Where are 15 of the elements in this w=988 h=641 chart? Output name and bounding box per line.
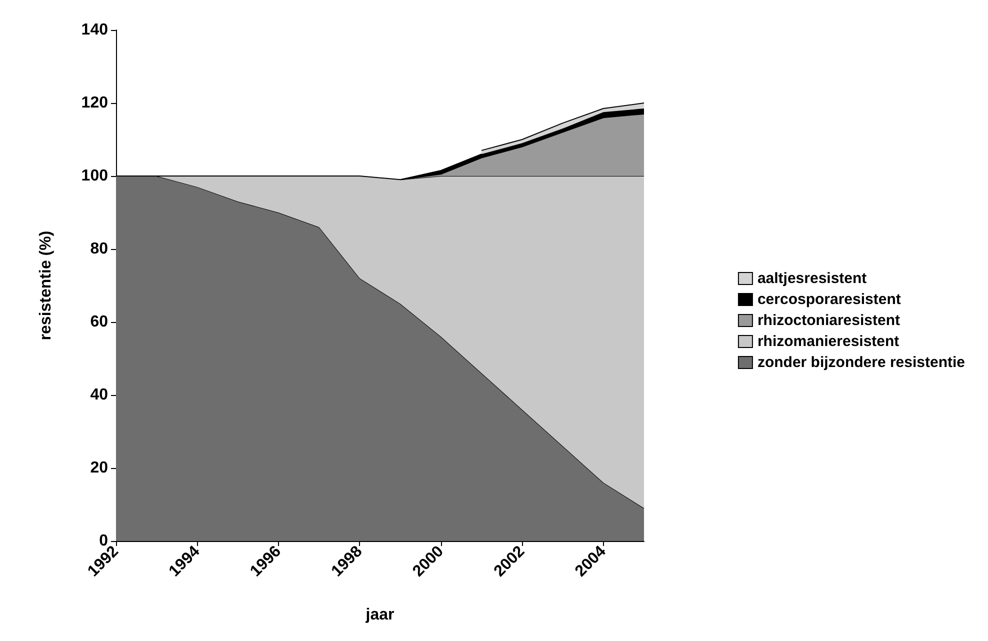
x-axis-title: jaar xyxy=(364,606,394,624)
legend-label: zonder bijzondere resistentie xyxy=(757,354,965,371)
y-tick-label: 100 xyxy=(81,168,108,184)
y-tick-label: 20 xyxy=(90,460,108,476)
legend-label: rhizoctoniaresistent xyxy=(757,312,900,329)
y-tick-label: 80 xyxy=(90,240,108,258)
y-tick-label: 140 xyxy=(81,22,108,38)
legend-label: aaltjesresistent xyxy=(757,270,867,287)
legend-label: cercosporaresistent xyxy=(757,291,901,308)
y-axis-title: resistentie (%) xyxy=(38,230,54,340)
y-tick-label: 60 xyxy=(90,314,108,330)
y-tick-label: 40 xyxy=(90,386,108,404)
y-tick-label: 120 xyxy=(81,94,108,112)
legend-label: rhizomanieresistent xyxy=(757,333,900,350)
y-tick-label: 0 xyxy=(99,532,108,550)
